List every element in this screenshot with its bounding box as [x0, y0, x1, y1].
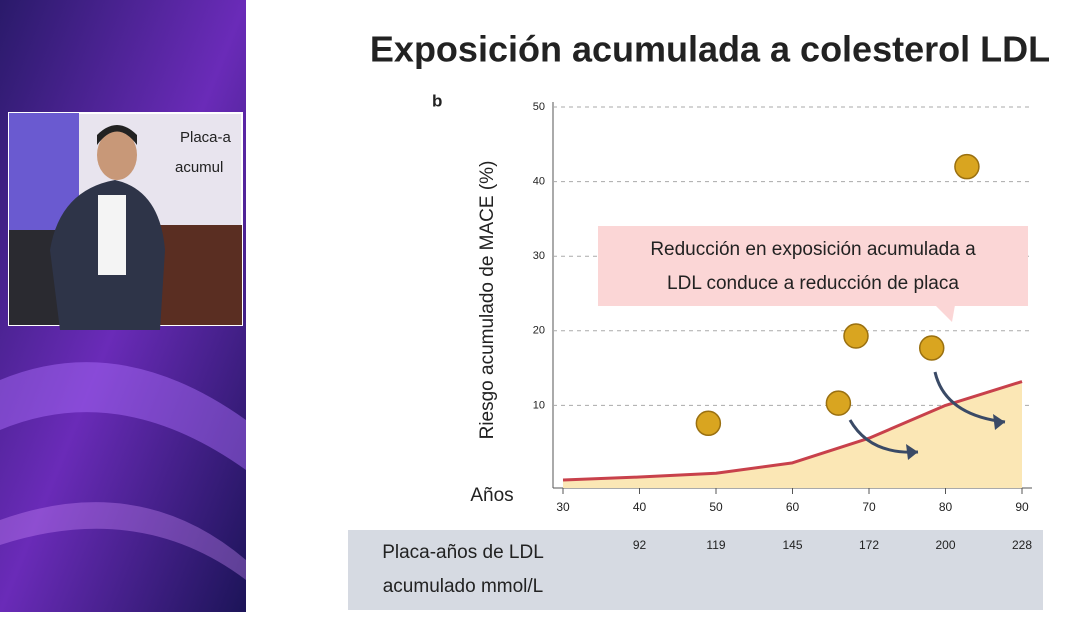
chart: 10 20 30 40 50 30 40 50 60 70 80 90 92 119 145 172 200 22…: [382, 101, 1032, 597]
light-streak: [0, 362, 246, 470]
x2-band: [348, 530, 1043, 610]
y-tick-label: 20: [533, 325, 545, 337]
x2-label: acumulado mmol/L: [383, 576, 544, 597]
plaque-point: [954, 153, 980, 180]
annotation-text: Reducción en exposición acumulada a: [650, 239, 976, 260]
plaque-point: [695, 410, 722, 437]
x-tick-label: 40: [633, 500, 647, 514]
x-tick-label: 50: [709, 500, 723, 514]
light-streak: [0, 502, 246, 580]
y-tick-label: 10: [533, 399, 545, 411]
x-tick-label: 80: [939, 500, 953, 514]
x-row-label: Años: [470, 485, 513, 506]
x2-tick-label: 119: [706, 538, 725, 552]
arrow: [933, 371, 1006, 424]
x2-tick-label: 92: [633, 538, 647, 552]
area: [563, 381, 1022, 488]
x-tick-label: 60: [786, 500, 800, 514]
inset-text: Placa-a: [180, 129, 232, 146]
y-tick-label: 30: [533, 250, 545, 262]
x-tick-label: 90: [1015, 500, 1029, 514]
annotation-text: LDL conduce a reducción de placa: [667, 273, 959, 294]
line: [562, 380, 1023, 482]
shirt: [98, 195, 126, 275]
y-tick-label: 50: [533, 101, 545, 113]
plaque-point: [825, 390, 852, 416]
chair: [150, 225, 242, 325]
x2-tick-label: 228: [1012, 538, 1032, 552]
annotation-pointer: [935, 305, 955, 322]
video-inset: Placa-a acumul: [8, 112, 243, 330]
person-head: [97, 130, 137, 180]
x2-tick-label: 200: [935, 538, 955, 552]
arrow-head: [993, 414, 1005, 430]
hair: [97, 125, 137, 145]
slide-title: Exposición acumulada a colesterol LDL: [370, 29, 1050, 70]
x2-tick-label: 172: [859, 538, 879, 552]
plaque-point: [843, 323, 869, 349]
panel-label: b: [432, 91, 442, 110]
inset-text: acumul: [175, 159, 223, 176]
x-tick-label: 30: [556, 500, 570, 514]
y-axis-label: Riesgo acumulado de MACE (%): [477, 161, 498, 440]
x2-label: Placa-años de LDL: [382, 542, 544, 563]
x-tick-label: 70: [862, 500, 876, 514]
annotation-box: [598, 226, 1028, 306]
y-tick-label: 40: [533, 176, 545, 188]
plaque-point: [918, 335, 945, 361]
x2-tick-label: 145: [782, 538, 802, 552]
arrow-head: [906, 444, 918, 460]
